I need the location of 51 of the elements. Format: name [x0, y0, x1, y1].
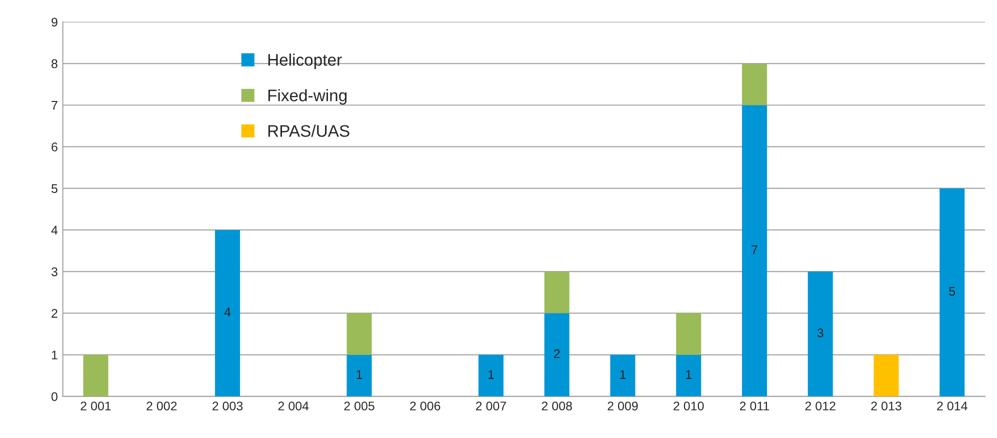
x-tick-label: 2 003	[212, 402, 243, 410]
bar	[940, 188, 965, 396]
x-tick-label: 2 013	[871, 402, 902, 410]
x-tick-label: 2 014	[937, 402, 968, 410]
bar	[544, 313, 570, 396]
data-label: 1	[488, 370, 494, 379]
y-tick-label: 5	[52, 184, 58, 193]
x-tick-label: 2 002	[146, 402, 177, 410]
data-label: 7	[752, 245, 758, 254]
data-label: 3	[817, 328, 824, 338]
bar	[676, 313, 702, 355]
data-label: 2	[554, 349, 560, 358]
bar	[808, 272, 833, 396]
bar	[83, 354, 108, 396]
legend-label: Helicopter	[268, 54, 342, 70]
y-tick-label: 0	[51, 392, 58, 402]
bar	[742, 64, 767, 106]
x-tick-label: 2 005	[344, 402, 374, 410]
x-tick-label: 2 012	[805, 402, 836, 410]
data-label: 1	[620, 370, 626, 379]
x-tick-label: 2 004	[278, 402, 309, 410]
y-tick-label: 2	[52, 308, 58, 318]
x-tick-label: 2 001	[80, 402, 111, 410]
bar	[874, 354, 899, 396]
y-tick-label: 1	[52, 350, 58, 360]
y-tick-label: 3	[51, 267, 58, 276]
bar	[214, 230, 240, 396]
y-tick-label: 6	[52, 142, 58, 152]
x-tick-label: 2 011	[740, 402, 770, 410]
bar	[544, 272, 570, 314]
bar	[346, 313, 372, 355]
x-tick-label: 2 010	[674, 402, 704, 410]
x-tick-label: 2 009	[608, 402, 638, 410]
data-label: 1	[356, 370, 362, 379]
x-tick-label: 2 006	[410, 402, 440, 410]
y-tick-label: 8	[52, 59, 58, 68]
bar	[742, 105, 767, 396]
y-tick-label: 4	[51, 226, 58, 234]
bar	[610, 354, 636, 396]
x-tick-label: 2 008	[542, 402, 572, 410]
x-tick-label: 2 007	[476, 402, 506, 410]
y-tick-label: 7	[52, 101, 58, 110]
bar	[478, 354, 504, 396]
legend-label: RPAS/UAS	[268, 124, 350, 137]
data-label: 4	[224, 308, 231, 316]
bar	[346, 354, 372, 396]
bar	[676, 354, 702, 396]
legend-label: Fixed-wing	[268, 89, 347, 105]
data-label: 5	[949, 287, 956, 296]
data-label: 1	[686, 370, 692, 379]
y-tick-label: 9	[52, 18, 58, 27]
